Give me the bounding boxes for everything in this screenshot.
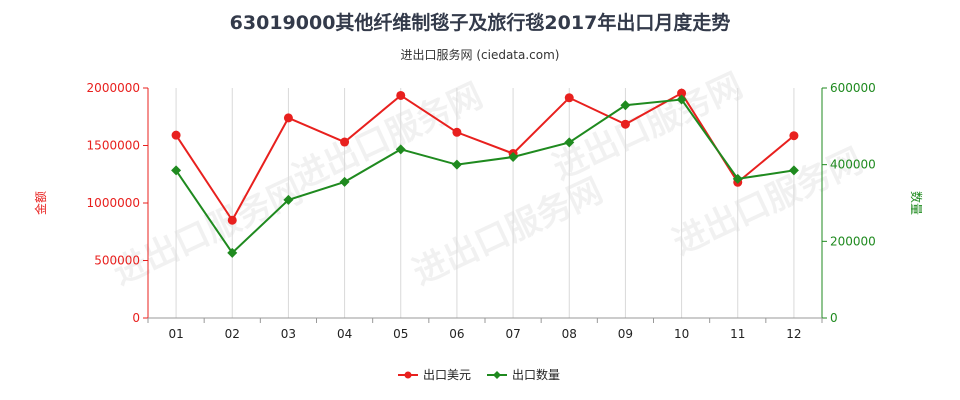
y-left-tick-label: 1000000	[87, 196, 140, 210]
series-line-1	[175, 91, 795, 223]
x-tick-label: 02	[225, 327, 240, 341]
data-point-usd[interactable]	[227, 215, 237, 225]
y-right-tick-label: 0	[830, 311, 838, 325]
data-point-usd[interactable]	[564, 93, 574, 103]
x-tick-label: 12	[786, 327, 801, 341]
watermark-text: 进出口服务网	[547, 66, 749, 188]
x-tick-label: 07	[505, 327, 520, 341]
data-point-quantity[interactable]	[171, 165, 182, 176]
watermark-text: 进出口服务网	[407, 171, 609, 293]
y-left-tick-label: 0	[132, 311, 140, 325]
x-tick-label: 10	[674, 327, 689, 341]
y-left-tick-label: 1500000	[87, 139, 140, 153]
data-point-usd[interactable]	[452, 127, 462, 137]
y-left-tick-label: 2000000	[87, 81, 140, 95]
x-tick-label: 08	[562, 327, 577, 341]
data-point-quantity[interactable]	[620, 100, 631, 111]
legend[interactable]: 出口美元 出口数量	[398, 367, 560, 382]
data-point-quantity[interactable]	[732, 173, 743, 184]
axes: 0 500000 1000000 1500000 2000000 0 200000 40000…	[33, 81, 924, 341]
data-point-usd[interactable]	[171, 130, 181, 140]
y-left-tick-label: 500000	[94, 254, 140, 268]
legend-swatch-marker	[404, 371, 412, 379]
legend-swatch-marker	[493, 371, 501, 379]
chart-title: 63019000其他纤维制毯子及旅行毯2017年出口月度走势	[229, 12, 731, 34]
y-left-axis-title: 金额	[33, 191, 48, 215]
x-tick-label: 06	[449, 327, 464, 341]
data-point-quantity[interactable]	[564, 137, 575, 148]
legend-item-label[interactable]: 出口美元	[423, 368, 471, 382]
data-point-quantity[interactable]	[508, 152, 519, 162]
x-tick-label: 03	[281, 327, 296, 341]
data-point-usd[interactable]	[396, 90, 406, 100]
data-point-quantity[interactable]	[788, 165, 799, 176]
chart-subtitle: 进出口服务网 (ciedata.com)	[400, 48, 560, 62]
data-point-quantity[interactable]	[676, 94, 687, 105]
data-point-usd[interactable]	[340, 137, 350, 147]
data-point-quantity[interactable]	[395, 144, 406, 155]
data-point-usd[interactable]	[620, 119, 630, 129]
watermark-text: 进出口服务网	[107, 171, 309, 293]
y-right-axis-title: 数量	[909, 191, 924, 215]
series-line-2	[175, 98, 795, 255]
x-tick-label: 11	[730, 327, 745, 341]
data-point-quantity[interactable]	[283, 194, 294, 205]
grid-lines	[175, 88, 795, 318]
y-right-tick-label: 600000	[830, 81, 876, 95]
series-layer	[171, 88, 799, 258]
y-right-tick-label: 400000	[830, 158, 876, 172]
data-point-quantity[interactable]	[339, 176, 350, 187]
data-point-quantity[interactable]	[451, 159, 462, 170]
y-right-tick-label: 200000	[830, 234, 876, 248]
data-point-usd[interactable]	[789, 131, 799, 141]
data-point-quantity[interactable]	[227, 247, 238, 258]
watermark-text: 进出口服务网	[287, 76, 489, 198]
x-tick-label: 01	[168, 327, 183, 341]
x-tick-label: 04	[337, 327, 352, 341]
legend-item-label[interactable]: 出口数量	[512, 367, 560, 382]
x-tick-label: 05	[393, 327, 408, 341]
data-point-usd[interactable]	[677, 88, 687, 98]
x-tick-label: 09	[618, 327, 633, 341]
data-point-usd[interactable]	[283, 113, 293, 123]
